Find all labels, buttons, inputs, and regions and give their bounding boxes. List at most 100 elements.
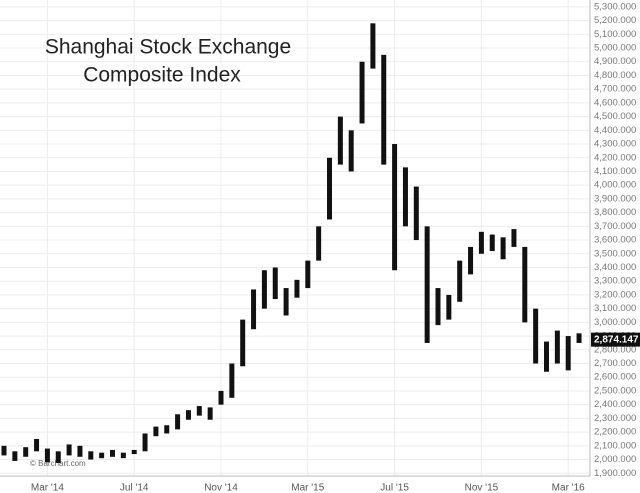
price-bar	[337, 116, 343, 165]
x-tick-label: Jul '15	[380, 483, 409, 493]
y-tick-label: 3,900.000	[594, 193, 636, 204]
price-bar	[196, 406, 202, 416]
y-tick-label: 4,600.000	[594, 97, 636, 108]
price-bar	[218, 390, 224, 405]
price-bar	[261, 270, 267, 309]
price-bar	[175, 414, 181, 430]
price-bar	[251, 289, 257, 330]
x-tick-label: Mar '14	[31, 483, 64, 493]
price-bar	[305, 260, 311, 289]
price-bar	[316, 226, 322, 261]
y-tick-label: 2,600.000	[594, 372, 636, 383]
price-bar	[66, 444, 72, 456]
price-bar	[44, 448, 50, 463]
x-tick-label: Mar '16	[552, 483, 585, 493]
price-bar	[522, 246, 528, 323]
price-bar	[478, 231, 484, 254]
y-tick-label: 3,300.000	[594, 276, 636, 287]
y-tick-label: 2,000.000	[594, 454, 636, 465]
price-bar	[88, 451, 94, 460]
y-tick-label: 4,400.000	[594, 125, 636, 136]
y-tick-label: 3,800.000	[594, 207, 636, 218]
y-tick-label: 2,200.000	[594, 427, 636, 438]
y-tick-label: 3,700.000	[594, 221, 636, 232]
price-bar	[185, 410, 191, 420]
price-bar	[283, 288, 289, 316]
price-bar	[99, 452, 105, 459]
price-bar	[457, 260, 463, 302]
price-bar	[554, 330, 560, 364]
y-tick-label: 2,700.000	[594, 358, 636, 369]
y-tick-label: 4,700.000	[594, 84, 636, 95]
price-bar	[55, 451, 61, 463]
y-tick-label: 4,300.000	[594, 139, 636, 150]
price-bar	[424, 226, 430, 343]
y-tick-label: 3,500.000	[594, 248, 636, 259]
price-bar	[533, 308, 539, 364]
price-bar	[446, 294, 452, 320]
price-bar	[435, 288, 441, 326]
y-tick-label: 2,400.000	[594, 399, 636, 410]
last-price-box	[591, 332, 640, 347]
price-bar	[359, 61, 365, 124]
price-bar	[294, 279, 300, 298]
y-tick-label: 3,100.000	[594, 303, 636, 314]
y-tick-label: 4,800.000	[594, 70, 636, 81]
price-bar	[142, 433, 148, 452]
y-tick-label: 2,500.000	[594, 385, 636, 396]
price-bar	[392, 144, 398, 271]
y-tick-label: 5,200.000	[594, 15, 636, 26]
price-bar	[272, 267, 278, 300]
price-bar	[131, 449, 137, 455]
chart-title: Shanghai Stock Exchange	[45, 36, 291, 59]
y-tick-label: 2,100.000	[594, 440, 636, 451]
price-bar	[120, 452, 126, 459]
price-bar	[240, 319, 246, 367]
x-tick-label: Nov '15	[465, 483, 499, 493]
y-tick-label: 3,600.000	[594, 235, 636, 246]
price-bar	[153, 426, 159, 437]
y-tick-label: 5,100.000	[594, 29, 636, 40]
y-tick-label: 5,000.000	[594, 43, 636, 54]
last-price-label: 2,874.147	[594, 334, 639, 345]
price-bar	[381, 54, 387, 165]
x-tick-label: Mar '15	[291, 483, 324, 493]
y-tick-label: 3,000.000	[594, 317, 636, 328]
price-bar	[12, 451, 18, 461]
y-tick-label: 4,900.000	[594, 56, 636, 67]
price-bar	[370, 23, 376, 69]
y-tick-label: 5,300.000	[594, 1, 636, 12]
y-tick-label: 3,200.000	[594, 289, 636, 300]
x-tick-label: Jul '14	[120, 483, 149, 493]
chart-title: Composite Index	[83, 64, 241, 87]
price-bar	[110, 449, 115, 457]
y-tick-label: 4,100.000	[594, 166, 636, 177]
y-tick-label: 2,800.000	[594, 344, 636, 355]
price-bar	[34, 438, 40, 452]
price-bar	[229, 363, 235, 398]
price-bar	[77, 445, 83, 457]
y-tick-label: 3,400.000	[594, 262, 636, 273]
price-bar	[402, 167, 408, 227]
price-bar	[164, 425, 170, 434]
y-tick-label: 4,500.000	[594, 111, 636, 122]
y-tick-label: 4,200.000	[594, 152, 636, 163]
x-tick-label: Nov '14	[204, 483, 238, 493]
price-bar	[511, 229, 517, 247]
price-bar	[348, 130, 354, 172]
price-bar	[468, 246, 474, 275]
price-bar	[413, 186, 419, 241]
price-bar	[23, 447, 29, 457]
price-bar	[500, 237, 506, 260]
y-tick-label: 4,000.000	[594, 180, 636, 191]
price-bar	[544, 341, 549, 372]
y-tick-label: 2,300.000	[594, 413, 636, 424]
watermark: © Barchart.com	[30, 459, 86, 468]
price-bar	[489, 234, 495, 252]
price-bar	[327, 157, 332, 220]
y-tick-label: 1,900.000	[594, 468, 636, 479]
price-bar	[207, 407, 213, 420]
price-bar	[576, 333, 582, 343]
price-bar	[565, 336, 571, 371]
